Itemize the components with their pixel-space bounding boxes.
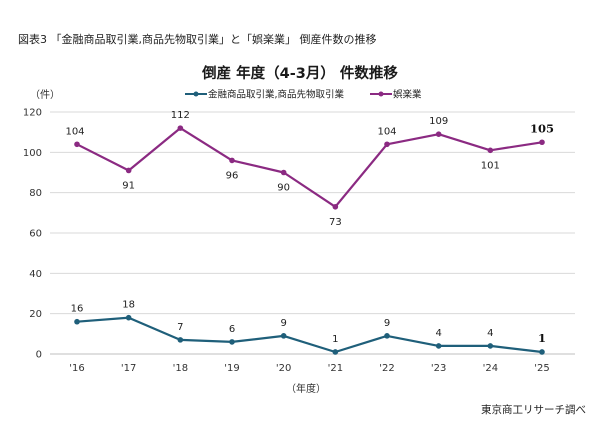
- data-point: [487, 343, 494, 349]
- data-point: [177, 125, 184, 131]
- data-label: 105: [530, 121, 554, 135]
- y-tick-label: 120: [23, 108, 42, 119]
- series-2: 104 91 112 96 90 73 104 109 101 105: [65, 110, 554, 228]
- data-point: [280, 333, 287, 339]
- data-label: 112: [171, 110, 190, 121]
- y-axis-title: （件）: [30, 89, 60, 101]
- y-tick-label: 80: [29, 188, 42, 199]
- data-point: [229, 339, 235, 345]
- source-credit: 東京商工リサーチ調べ: [481, 404, 586, 416]
- legend-item: 娯楽業: [370, 89, 422, 101]
- y-tick-label: 100: [23, 148, 42, 159]
- figure-caption: 図表3 「金融商品取引業,商品先物取引業」と「娯楽業」 倒産件数の推移: [18, 33, 377, 46]
- data-point: [435, 131, 442, 137]
- x-tick-label: '25: [534, 363, 549, 374]
- legend-item: 金融商品取引業,商品先物取引業: [185, 89, 345, 101]
- data-label: 1: [332, 334, 338, 345]
- data-point: [125, 314, 132, 321]
- y-tick-label: 0: [36, 350, 42, 361]
- series-line: [76, 316, 543, 354]
- data-label: 1: [538, 331, 546, 345]
- data-label: 91: [122, 180, 135, 191]
- data-point: [539, 349, 545, 355]
- data-label: 4: [435, 328, 441, 339]
- data-point: [332, 349, 339, 355]
- data-label: 18: [122, 300, 135, 311]
- legend-marker: [193, 91, 199, 97]
- x-tick-label: '17: [121, 363, 136, 374]
- legend: 金融商品取引業,商品先物取引業 娯楽業: [185, 89, 422, 101]
- data-point: [384, 141, 390, 148]
- gridlines: [50, 111, 575, 355]
- x-tick-label: '20: [276, 363, 291, 374]
- x-tick-label: '18: [173, 363, 188, 374]
- data-point: [384, 333, 390, 339]
- data-label: 104: [377, 126, 396, 137]
- data-point: [332, 203, 339, 210]
- data-point: [435, 343, 442, 349]
- data-label: 7: [177, 322, 183, 333]
- data-label: 96: [226, 170, 239, 181]
- data-point: [125, 167, 132, 174]
- x-tick-label: '22: [379, 363, 394, 374]
- data-label: 101: [481, 160, 500, 171]
- data-point: [74, 318, 80, 325]
- series-1: 16 18 7 6 9 1 9 4 4 1: [71, 300, 546, 355]
- data-point: [74, 141, 80, 148]
- data-point: [229, 157, 235, 164]
- x-tick-label: '21: [328, 363, 343, 374]
- y-tick-label: 60: [29, 229, 42, 240]
- data-label: 16: [71, 304, 84, 315]
- legend-label: 娯楽業: [393, 89, 422, 101]
- data-label: 104: [65, 126, 84, 137]
- data-label: 90: [277, 183, 290, 194]
- legend-marker: [378, 91, 384, 97]
- x-tick-label: '24: [483, 363, 498, 374]
- y-tick-label: 40: [29, 269, 42, 280]
- y-tick-label: 20: [29, 309, 42, 320]
- x-tick-label: '19: [224, 363, 239, 374]
- x-axis-ticks: '16 '17 '18 '19 '20 '21 '22 '23 '24 '25: [69, 363, 549, 374]
- y-axis-ticks: 0 20 40 60 80 100 120: [23, 108, 42, 361]
- data-label: 6: [229, 324, 235, 335]
- data-label: 73: [329, 217, 342, 228]
- x-axis-title: （年度）: [286, 382, 326, 395]
- chart-title: 倒産 年度（4-3月） 件数推移: [201, 64, 398, 82]
- x-tick-label: '16: [69, 363, 84, 374]
- data-label: 109: [429, 116, 448, 127]
- data-label: 9: [384, 318, 390, 329]
- data-point: [177, 337, 184, 343]
- data-point: [487, 147, 494, 154]
- data-label: 4: [487, 328, 493, 339]
- series-line: [76, 127, 543, 208]
- x-tick-label: '23: [431, 363, 446, 374]
- legend-label: 金融商品取引業,商品先物取引業: [208, 89, 345, 101]
- data-point: [280, 169, 287, 176]
- data-label: 9: [280, 318, 286, 329]
- data-point: [539, 139, 545, 146]
